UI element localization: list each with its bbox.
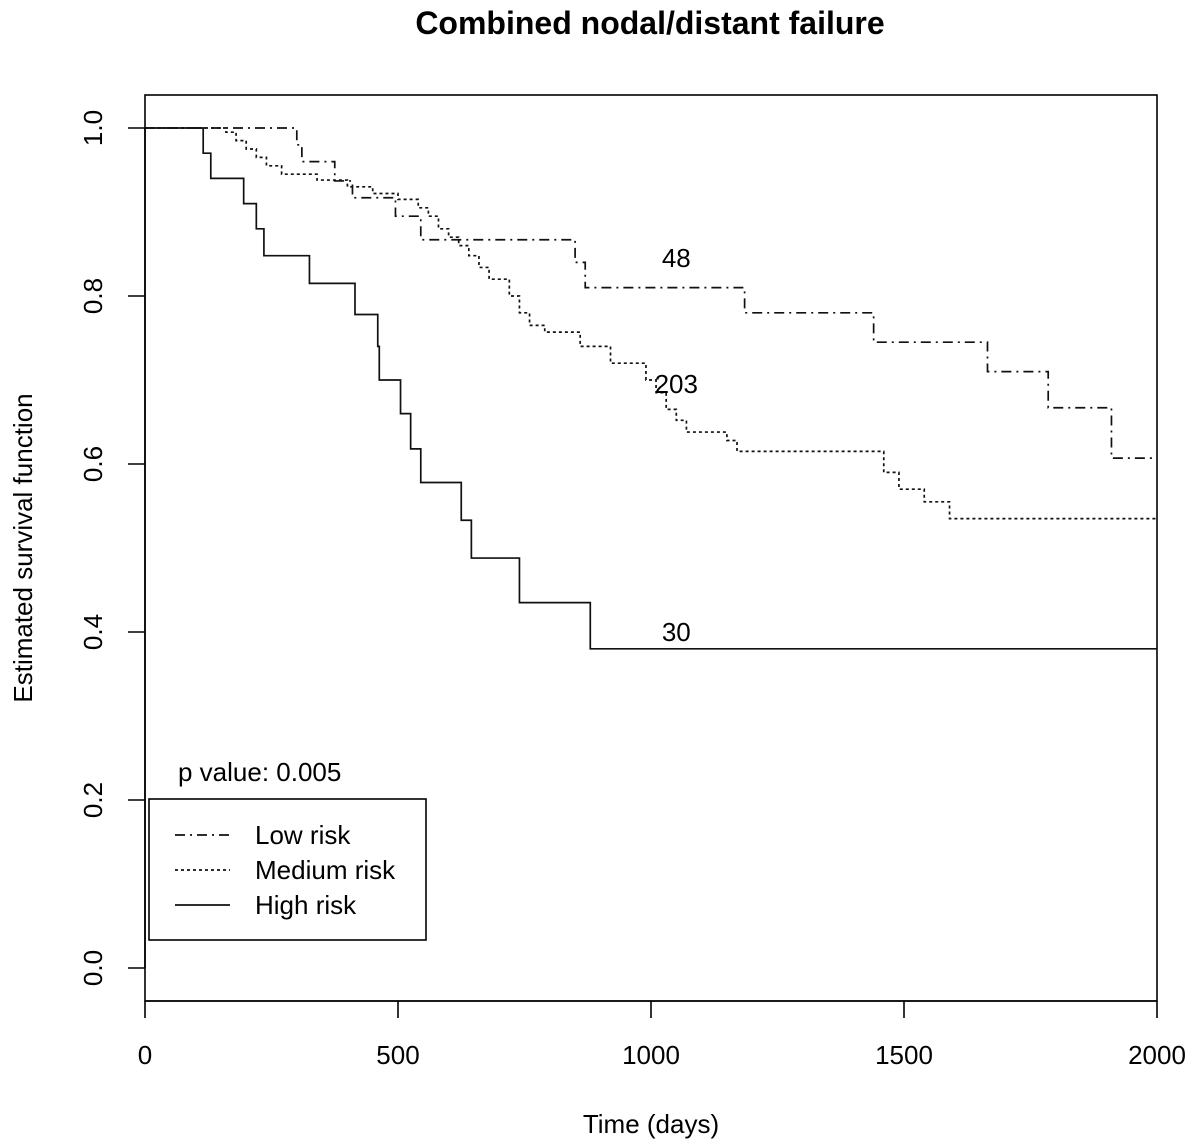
y-axis-label: Estimated survival function (8, 393, 38, 702)
series-line-medium-risk (145, 127, 1157, 520)
x-axis: 0 500 1000 1500 2000 (138, 1000, 1186, 1070)
y-axis: 0.0 0.2 0.4 0.6 0.8 1.0 (78, 110, 146, 986)
legend: Low risk Medium risk High risk (148, 798, 427, 941)
x-axis-label: Time (days) (583, 1109, 719, 1139)
y-tick-label: 0.6 (78, 446, 108, 482)
y-tick-label: 1.0 (78, 110, 108, 146)
count-label-layer: 48 203 30 (655, 243, 698, 647)
series-line-low-risk (145, 127, 1157, 459)
x-tick-label: 0 (138, 1040, 152, 1070)
x-tick-label: 500 (376, 1040, 419, 1070)
p-value-annotation: p value: 0.005 (178, 757, 341, 787)
legend-label: High risk (255, 890, 357, 920)
chart-title: Combined nodal/distant failure (415, 5, 884, 41)
legend-label: Low risk (255, 820, 351, 850)
y-tick-label: 0.2 (78, 782, 108, 818)
y-tick-label: 0.4 (78, 614, 108, 650)
series-count-label: 30 (662, 617, 691, 647)
x-tick-label: 1500 (875, 1040, 933, 1070)
series-line-high-risk (145, 127, 1157, 650)
series-count-label: 48 (662, 243, 691, 273)
legend-label: Medium risk (255, 855, 396, 885)
series-layer (145, 127, 1157, 650)
series-count-label: 203 (655, 369, 698, 399)
x-tick-label: 2000 (1128, 1040, 1186, 1070)
y-tick-label: 0.8 (78, 278, 108, 314)
x-tick-label: 1000 (622, 1040, 680, 1070)
y-tick-label: 0.0 (78, 950, 108, 986)
